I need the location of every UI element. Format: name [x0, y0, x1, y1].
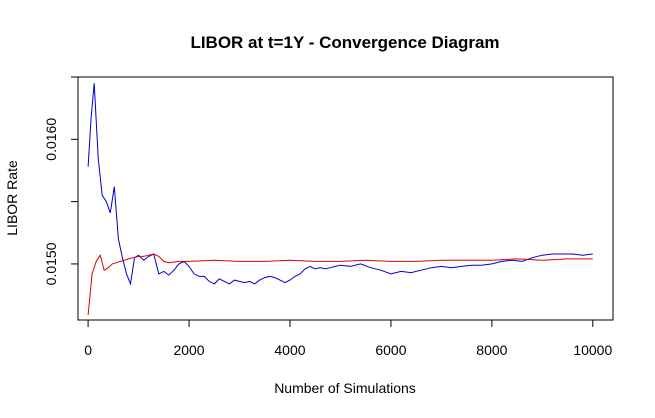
y-axis-label: LIBOR Rate [4, 160, 20, 236]
y-tick-label: 0.0150 [43, 242, 59, 285]
x-tick-label: 2000 [173, 342, 204, 358]
x-tick-label: 10000 [573, 342, 612, 358]
chart-title: LIBOR at t=1Y - Convergence Diagram [190, 33, 499, 52]
x-tick-label: 6000 [375, 342, 406, 358]
y-axis: 0.0150 0.0160 [43, 76, 79, 312]
x-axis: 0 2000 4000 6000 8000 10000 [84, 319, 612, 358]
series-line-2 [87, 253, 593, 316]
x-tick-label: 0 [84, 342, 92, 358]
series-layer [87, 83, 593, 316]
x-tick-label: 8000 [476, 342, 507, 358]
series-line-1 [87, 83, 593, 286]
x-axis-label: Number of Simulations [274, 380, 416, 396]
plot-frame [77, 76, 614, 321]
y-tick-label: 0.0160 [43, 118, 59, 161]
x-tick-label: 4000 [274, 342, 305, 358]
